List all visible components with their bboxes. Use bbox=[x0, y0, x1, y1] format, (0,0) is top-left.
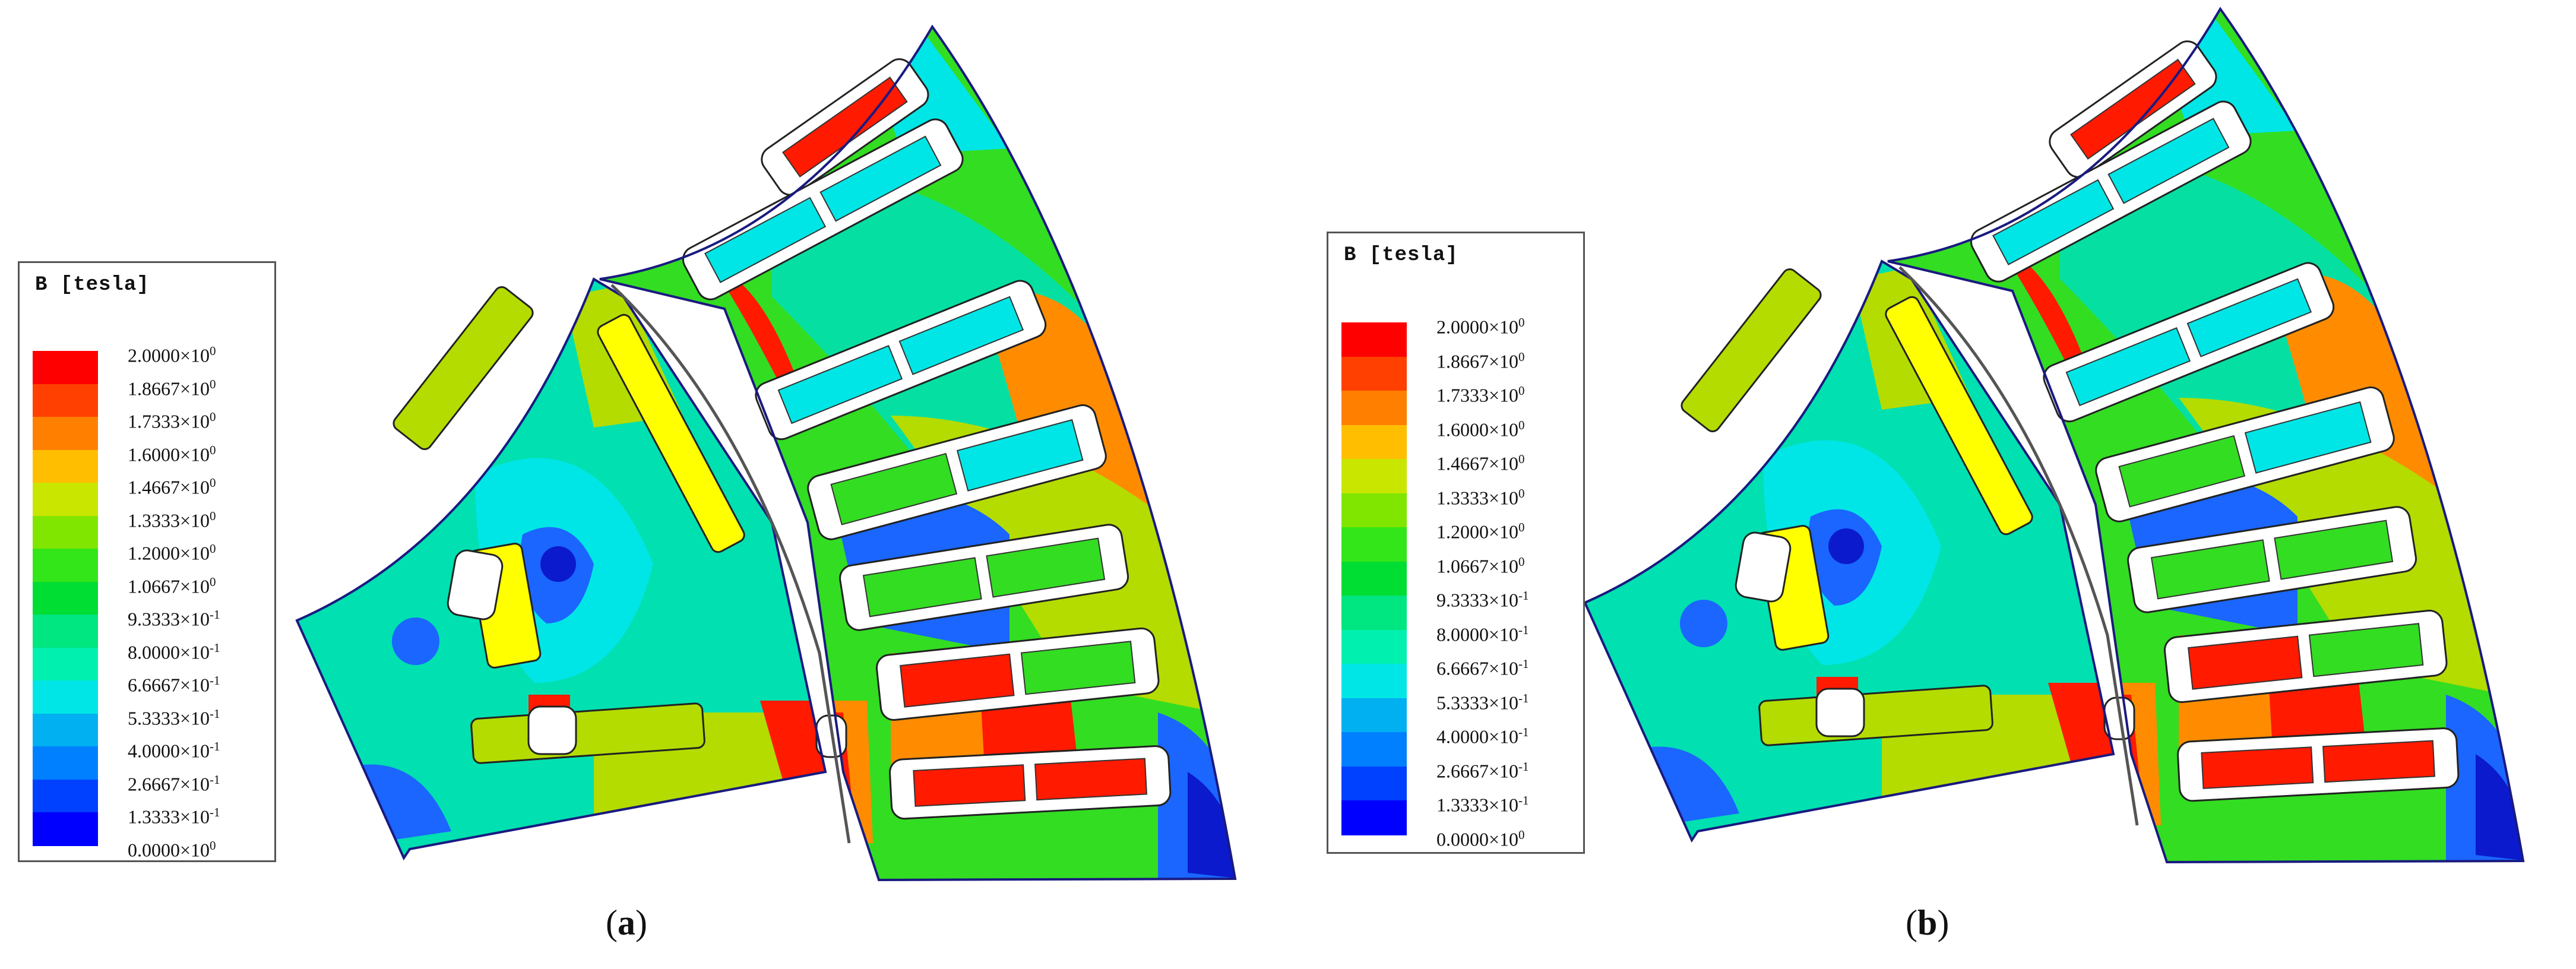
legend-swatch bbox=[33, 779, 98, 813]
legend-swatch bbox=[1341, 391, 1407, 426]
legend-swatch bbox=[33, 384, 98, 417]
legend-label: 9.3333×10-1 bbox=[1436, 588, 1529, 611]
legend-swatch bbox=[1341, 527, 1407, 562]
legend-swatch bbox=[1341, 459, 1407, 494]
legend-swatch bbox=[33, 515, 98, 549]
legend-label: 0.0000×100 bbox=[128, 838, 216, 861]
legend-swatch bbox=[33, 615, 98, 648]
legend-swatch bbox=[33, 449, 98, 483]
legend-swatch bbox=[1341, 356, 1407, 391]
caption-a: (a) bbox=[606, 903, 647, 942]
legend-label: 1.8667×100 bbox=[128, 376, 216, 400]
panel-b: B [tesla] 2.0000×100 1.8667×100 1.7333×100… bbox=[1288, 0, 2576, 969]
flux-density-map-a bbox=[295, 24, 1237, 882]
legend-title: B [tesla] bbox=[1344, 244, 1458, 267]
panel-a: B [tesla] 2.0000×100 1.8667×100 1.7333×100… bbox=[18, 24, 1237, 942]
legend-label: 1.4667×100 bbox=[1436, 452, 1525, 474]
legend-label: 1.0667×100 bbox=[128, 574, 216, 597]
legend-swatch bbox=[33, 647, 98, 681]
legend-swatch bbox=[33, 680, 98, 714]
legend-label: 1.7333×100 bbox=[128, 410, 216, 432]
legend-b: B [tesla] 2.0000×100 1.8667×100 1.7333×100… bbox=[1327, 232, 1585, 854]
legend-label: 1.2000×100 bbox=[128, 542, 216, 564]
legend-swatch bbox=[33, 417, 98, 451]
legend-label: 5.3333×10-1 bbox=[128, 706, 220, 729]
legend-label: 9.3333×10-1 bbox=[128, 607, 220, 630]
legend-label: 1.3333×100 bbox=[1436, 486, 1525, 509]
legend-swatch bbox=[1341, 732, 1407, 767]
legend-swatch bbox=[1341, 766, 1407, 801]
legend-swatch bbox=[1341, 322, 1407, 357]
legend-swatch bbox=[1341, 425, 1407, 460]
legend-swatch bbox=[33, 483, 98, 517]
legend-swatch bbox=[33, 351, 98, 385]
legend-label: 1.3333×10-1 bbox=[1436, 793, 1529, 816]
legend-label: 5.3333×10-1 bbox=[1436, 691, 1529, 714]
legend-label: 2.0000×100 bbox=[1436, 315, 1525, 338]
legend-label: 1.6000×100 bbox=[128, 442, 216, 466]
legend-label: 2.6667×10-1 bbox=[1436, 759, 1529, 782]
legend-label: 1.7333×100 bbox=[1436, 384, 1525, 406]
legend-swatch bbox=[1341, 596, 1407, 631]
legend-swatch bbox=[1341, 493, 1407, 528]
legend-swatch bbox=[33, 713, 98, 747]
legend-label: 4.0000×10-1 bbox=[128, 739, 220, 762]
legend-label: 1.0667×100 bbox=[1436, 554, 1525, 577]
legend-label: 6.6667×10-1 bbox=[128, 673, 220, 696]
legend-label: 1.8667×100 bbox=[1436, 349, 1525, 372]
legend-swatch bbox=[33, 581, 98, 615]
legend-swatch bbox=[1341, 561, 1407, 596]
legend-label: 1.6000×100 bbox=[1436, 417, 1525, 441]
legend-swatch bbox=[1341, 800, 1407, 835]
legend-swatch bbox=[33, 812, 98, 846]
legend-label: 1.3333×10-1 bbox=[128, 805, 220, 828]
legend-label: 2.0000×100 bbox=[128, 344, 216, 366]
legend-swatch bbox=[1341, 664, 1407, 699]
flux-density-map-b bbox=[1583, 7, 2525, 864]
legend-label: 1.4667×100 bbox=[128, 476, 216, 498]
legend-swatch bbox=[33, 549, 98, 582]
legend-swatch bbox=[1341, 698, 1407, 733]
legend-label: 4.0000×10-1 bbox=[1436, 725, 1529, 748]
legend-label: 2.6667×10-1 bbox=[128, 772, 220, 795]
caption-b: (b) bbox=[1906, 903, 1950, 942]
legend-swatch bbox=[1341, 629, 1407, 664]
legend-title: B [tesla] bbox=[35, 274, 150, 296]
legend-a: B [tesla] 2.0000×100 1.8667×100 1.7333×100… bbox=[18, 261, 276, 862]
legend-label: 6.6667×10-1 bbox=[1436, 657, 1529, 679]
legend-label: 0.0000×100 bbox=[1436, 827, 1525, 850]
legend-label: 8.0000×10-1 bbox=[1436, 622, 1529, 645]
legend-label: 1.3333×100 bbox=[128, 508, 216, 531]
legend-swatch bbox=[33, 746, 98, 780]
legend-label: 1.2000×100 bbox=[1436, 520, 1525, 543]
legend-label: 8.0000×10-1 bbox=[128, 640, 220, 663]
